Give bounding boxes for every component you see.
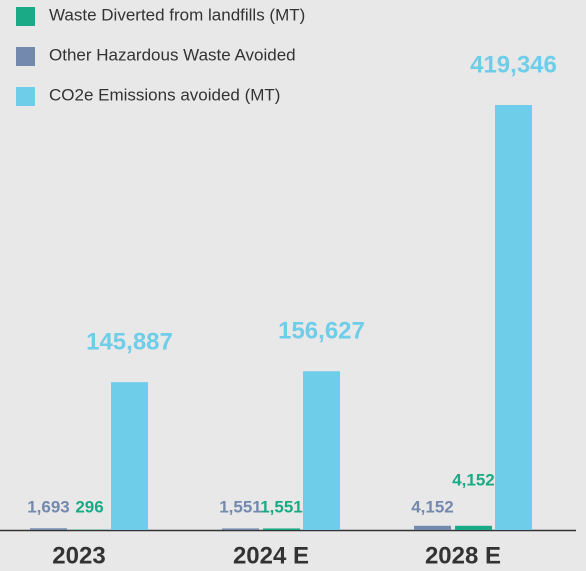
legend-swatch [16, 7, 35, 26]
bar [222, 528, 259, 530]
value-label: 145,887 [86, 328, 173, 355]
bar [111, 382, 148, 530]
value-label: 1,551 [219, 497, 262, 516]
bar [263, 528, 300, 530]
value-label: 4,152 [411, 497, 454, 516]
bar [303, 371, 340, 530]
legend-label: CO2e Emissions avoided (MT) [49, 85, 280, 104]
value-label: 4,152 [452, 470, 495, 489]
legend-swatch [16, 47, 35, 66]
value-label: 156,627 [278, 318, 365, 345]
legend-swatch [16, 87, 35, 106]
bar [414, 525, 451, 530]
value-label: 1,551 [260, 497, 303, 516]
value-label: 419,346 [470, 51, 557, 78]
legend-label: Waste Diverted from landfills (MT) [49, 5, 305, 24]
x-tick-label: 2023 [52, 542, 105, 569]
legend-label: Other Hazardous Waste Avoided [49, 45, 296, 64]
value-label: 1,693 [27, 497, 70, 516]
bar [30, 528, 67, 530]
x-tick-label: 2028 E [425, 542, 501, 569]
value-label: 296 [75, 497, 103, 516]
bar [455, 525, 492, 530]
bar [495, 105, 532, 530]
x-tick-label: 2024 E [233, 542, 309, 569]
